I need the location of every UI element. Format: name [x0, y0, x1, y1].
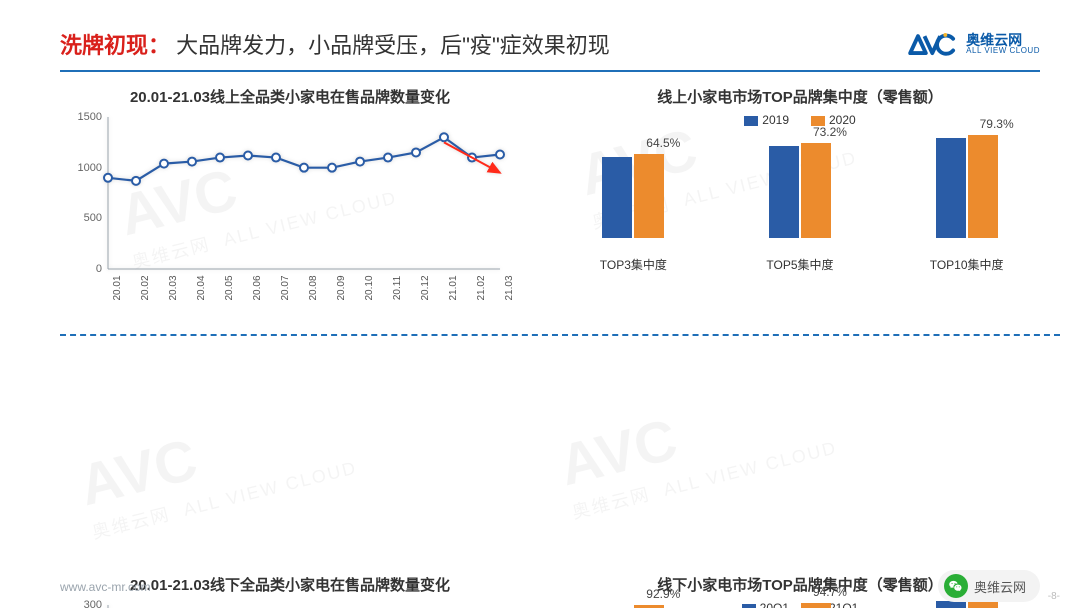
bar: [634, 154, 664, 238]
title-divider: [60, 70, 1040, 72]
legend: 20192020: [550, 113, 1050, 127]
bar: [801, 603, 831, 608]
dashed-divider: [60, 334, 1060, 336]
title-text: 大品牌发力，小品牌受压，后"疫"症效果初现: [176, 33, 610, 58]
bar-chart-canvas: 20192020 64.5% TOP3集中度 73.2% TOP5集中度 79.3% TOP…: [550, 113, 1050, 323]
bar: [936, 138, 966, 238]
chart-title: 20.01-21.03线上全品类小家电在售品牌数量变化: [60, 86, 520, 107]
line-chart-online: 20.01-21.03线上全品类小家电在售品牌数量变化 050010001500…: [60, 86, 520, 330]
bar: [602, 157, 632, 238]
category-label: TOP5集中度: [745, 256, 855, 273]
wechat-icon: [944, 574, 968, 598]
bar-group: 73.2%: [745, 143, 855, 238]
value-label: 64.5%: [646, 136, 680, 150]
avc-logo-icon: [904, 31, 958, 57]
bar-chart-canvas: 20Q121Q192.9%TOP3集中度94.7%TOP5集中度97.3%TOP…: [550, 601, 1050, 608]
line-chart-canvas: 05010015020025030020.0120.0220.0320.0420…: [66, 601, 506, 608]
wechat-label: 奥维云网: [974, 577, 1026, 596]
bar: [801, 143, 831, 238]
bar: [968, 135, 998, 238]
footer-url: www.avc-mr.com: [60, 580, 151, 594]
header-row: 洗牌初现： 大品牌发力，小品牌受压，后"疫"症效果初现 奥维云网 ALL VIE…: [60, 28, 1040, 60]
value-label: 79.3%: [980, 117, 1014, 131]
bar-chart-online: 线上小家电市场TOP品牌集中度（零售额） 20192020 64.5% TOP3集中…: [540, 86, 1060, 330]
bar: [769, 146, 799, 238]
category-label: TOP3集中度: [578, 256, 688, 273]
logo-text: 奥维云网 ALL VIEW CLOUD: [966, 33, 1040, 55]
chart-grid: 20.01-21.03线上全品类小家电在售品牌数量变化 050010001500…: [60, 86, 1040, 608]
bar-group: 94.7%: [745, 603, 855, 608]
bar-group: 64.5%: [578, 154, 688, 238]
chart-title: 线上小家电市场TOP品牌集中度（零售额）: [540, 86, 1060, 107]
category-label: TOP10集中度: [912, 256, 1022, 273]
value-label: 73.2%: [813, 125, 847, 139]
page-number: -8-: [1048, 591, 1060, 602]
value-label: 94.7%: [813, 585, 847, 599]
value-label: 92.9%: [646, 587, 680, 601]
slide: AVC 奥维云网 ALL VIEW CLOUD AVC 奥维云网 ALL VIE…: [0, 0, 1080, 608]
wechat-badge: 奥维云网: [938, 570, 1040, 602]
line-chart-canvas: 05001000150020.0120.0220.0320.0420.0520.…: [66, 113, 506, 303]
bar-group: 79.3%: [912, 135, 1022, 238]
title-highlight: 洗牌初现：: [60, 33, 170, 58]
page-title: 洗牌初现： 大品牌发力，小品牌受压，后"疫"症效果初现: [60, 28, 610, 60]
brand-logo: 奥维云网 ALL VIEW CLOUD: [904, 31, 1040, 57]
